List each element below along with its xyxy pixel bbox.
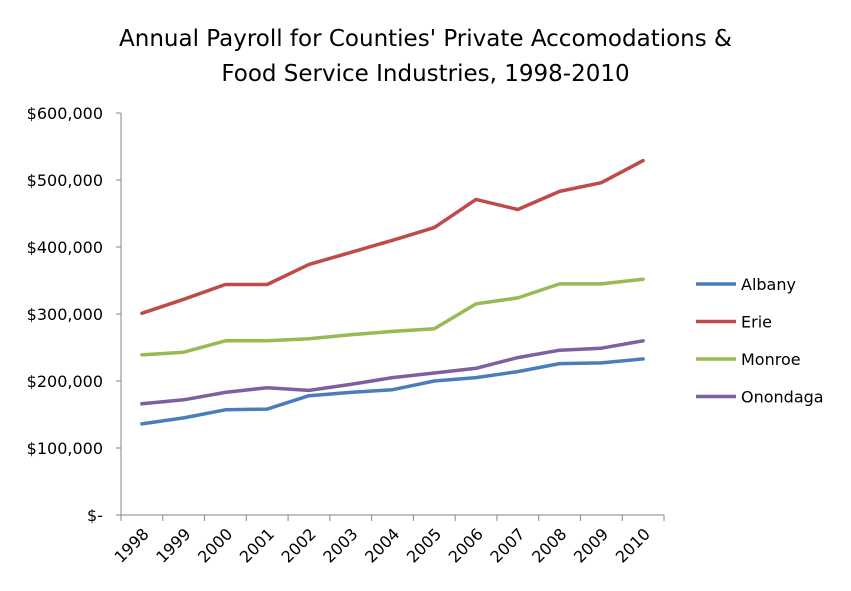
x-tick-label: 2009: [570, 524, 612, 566]
x-tick-label: 2003: [319, 524, 361, 566]
series-line-erie: [140, 158, 645, 316]
chart-title-line-1: Annual Payroll for Counties' Private Acc…: [119, 26, 732, 52]
x-tick-label: 2001: [236, 524, 278, 566]
x-tick-label: 2004: [361, 524, 403, 566]
chart-title-line-2: Food Service Industries, 1998-2010: [221, 61, 630, 87]
series-line-onondaga: [140, 339, 645, 406]
x-tick-label: 2000: [194, 524, 236, 566]
series-line-monroe: [140, 277, 645, 357]
legend-label-erie: Erie: [741, 313, 772, 332]
x-tick-label: 2005: [403, 524, 445, 566]
x-tick-label: 2006: [445, 524, 487, 566]
x-tick-label: 1999: [152, 524, 194, 566]
y-tick-label: $200,000: [27, 372, 103, 391]
x-tick-label: 1998: [110, 524, 152, 566]
legend-label-onondaga: Onondaga: [741, 388, 824, 407]
x-tick-label: 2007: [486, 524, 528, 566]
series-line-albany: [140, 357, 645, 426]
y-tick-label: $500,000: [27, 171, 103, 190]
x-tick-label: 2002: [278, 524, 320, 566]
y-tick-label: $-: [87, 506, 103, 525]
y-tick-label: $100,000: [27, 439, 103, 458]
legend-label-monroe: Monroe: [741, 350, 801, 369]
x-tick-label: 2008: [528, 524, 570, 566]
legend-label-albany: Albany: [741, 275, 796, 294]
chart-title: Annual Payroll for Counties' Private Acc…: [0, 22, 851, 92]
x-tick-label: 2010: [612, 524, 654, 566]
y-tick-label: $400,000: [27, 238, 103, 257]
y-tick-label: $300,000: [27, 305, 103, 324]
y-tick-label: $600,000: [27, 104, 103, 123]
